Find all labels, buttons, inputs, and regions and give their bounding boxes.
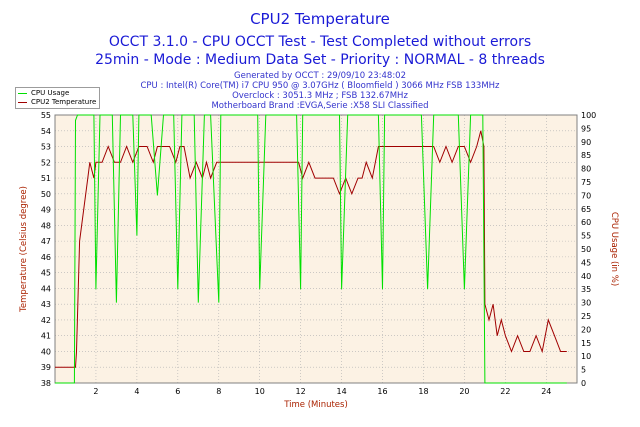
x-tick-label: 14 <box>336 387 346 396</box>
cpu-info: CPU : Intel(R) Core(TM) i7 CPU 950 @ 3.0… <box>140 81 500 91</box>
x-tick-label: 2 <box>93 387 98 396</box>
y2-tick-label: 80 <box>581 165 591 174</box>
legend-swatch-cpu-usage <box>18 92 27 94</box>
y2-tick-label: 15 <box>581 339 591 348</box>
x-tick-label: 10 <box>255 387 265 396</box>
y-tick-label: 42 <box>41 316 51 325</box>
y-tick-label: 54 <box>41 127 51 136</box>
y2-tick-label: 50 <box>581 245 591 254</box>
y2-tick-label: 20 <box>581 325 591 334</box>
y2-tick-label: 35 <box>581 285 591 294</box>
legend-label-cpu-usage: CPU Usage <box>31 89 70 97</box>
y2-tick-label: 65 <box>581 205 591 214</box>
y2-tick-label: 40 <box>581 272 591 281</box>
y-tick-label: 41 <box>41 332 51 341</box>
y-tick-label: 49 <box>41 206 51 215</box>
y2-tick-label: 10 <box>581 352 591 361</box>
y2-tick-label: 45 <box>581 258 591 267</box>
x-tick-label: 24 <box>541 387 551 396</box>
y-tick-label: 55 <box>41 111 51 120</box>
y-axis-label: Temperature (Celsius degree) <box>19 186 29 313</box>
y2-tick-label: 100 <box>581 111 596 120</box>
x-tick-label: 4 <box>134 387 139 396</box>
x-tick-label: 18 <box>418 387 428 396</box>
y-tick-label: 39 <box>41 363 51 372</box>
y2-tick-label: 60 <box>581 218 591 227</box>
y2-tick-label: 90 <box>581 138 591 147</box>
y-tick-label: 47 <box>41 237 51 246</box>
generated-info: Generated by OCCT : 29/09/10 23:48:02 <box>234 71 406 81</box>
plot-area <box>55 115 577 383</box>
y-tick-label: 45 <box>41 269 51 278</box>
overclock-info: Overclock : 3051.3 MHz ; FSB 132.67MHz <box>232 91 408 101</box>
y2-tick-label: 25 <box>581 312 591 321</box>
y-tick-label: 43 <box>41 300 51 309</box>
y-tick-label: 38 <box>41 379 51 388</box>
series-line-temperature <box>55 130 567 368</box>
x-tick-label: 8 <box>216 387 221 396</box>
y-tick-label: 44 <box>41 284 51 293</box>
legend: CPU Usage CPU2 Temperature <box>15 87 100 109</box>
x-tick-label: 16 <box>377 387 387 396</box>
y-tick-label: 48 <box>41 221 51 230</box>
chart-subtitle-mode: 25min - Mode : Medium Data Set - Priorit… <box>95 52 545 68</box>
x-tick-label: 22 <box>500 387 510 396</box>
y2-tick-label: 55 <box>581 232 591 241</box>
y2-tick-label: 0 <box>581 379 586 388</box>
x-tick-label: 6 <box>175 387 180 396</box>
y2-tick-label: 85 <box>581 151 591 160</box>
y-tick-label: 51 <box>41 174 51 183</box>
y2-tick-label: 70 <box>581 191 591 200</box>
legend-item-cpu-usage: CPU Usage <box>18 89 69 98</box>
legend-swatch-temperature <box>18 101 27 103</box>
x-tick-label: 12 <box>296 387 306 396</box>
y2-tick-label: 30 <box>581 299 591 308</box>
series-line-cpu-usage <box>55 114 567 384</box>
chart-subtitle-test: OCCT 3.1.0 - CPU OCCT Test - Test Comple… <box>108 34 532 50</box>
y2-tick-label: 5 <box>581 366 586 375</box>
y-tick-label: 50 <box>41 190 51 199</box>
y-tick-label: 52 <box>41 158 51 167</box>
legend-label-temperature: CPU2 Temperature <box>31 98 97 106</box>
motherboard-info: Motherboard Brand :EVGA,Serie :X58 SLI C… <box>211 101 429 111</box>
x-tick-label: 20 <box>459 387 469 396</box>
y-tick-label: 40 <box>41 347 51 356</box>
y2-tick-label: 95 <box>581 124 591 133</box>
y2-axis-label: CPU Usage (in %) <box>609 212 619 286</box>
y2-tick-label: 75 <box>581 178 591 187</box>
y-tick-label: 53 <box>41 143 51 152</box>
chart-title: CPU2 Temperature <box>250 10 390 28</box>
x-axis-label: Time (Minutes) <box>283 400 348 410</box>
y-tick-label: 46 <box>41 253 51 262</box>
legend-item-temperature: CPU2 Temperature <box>18 98 96 107</box>
